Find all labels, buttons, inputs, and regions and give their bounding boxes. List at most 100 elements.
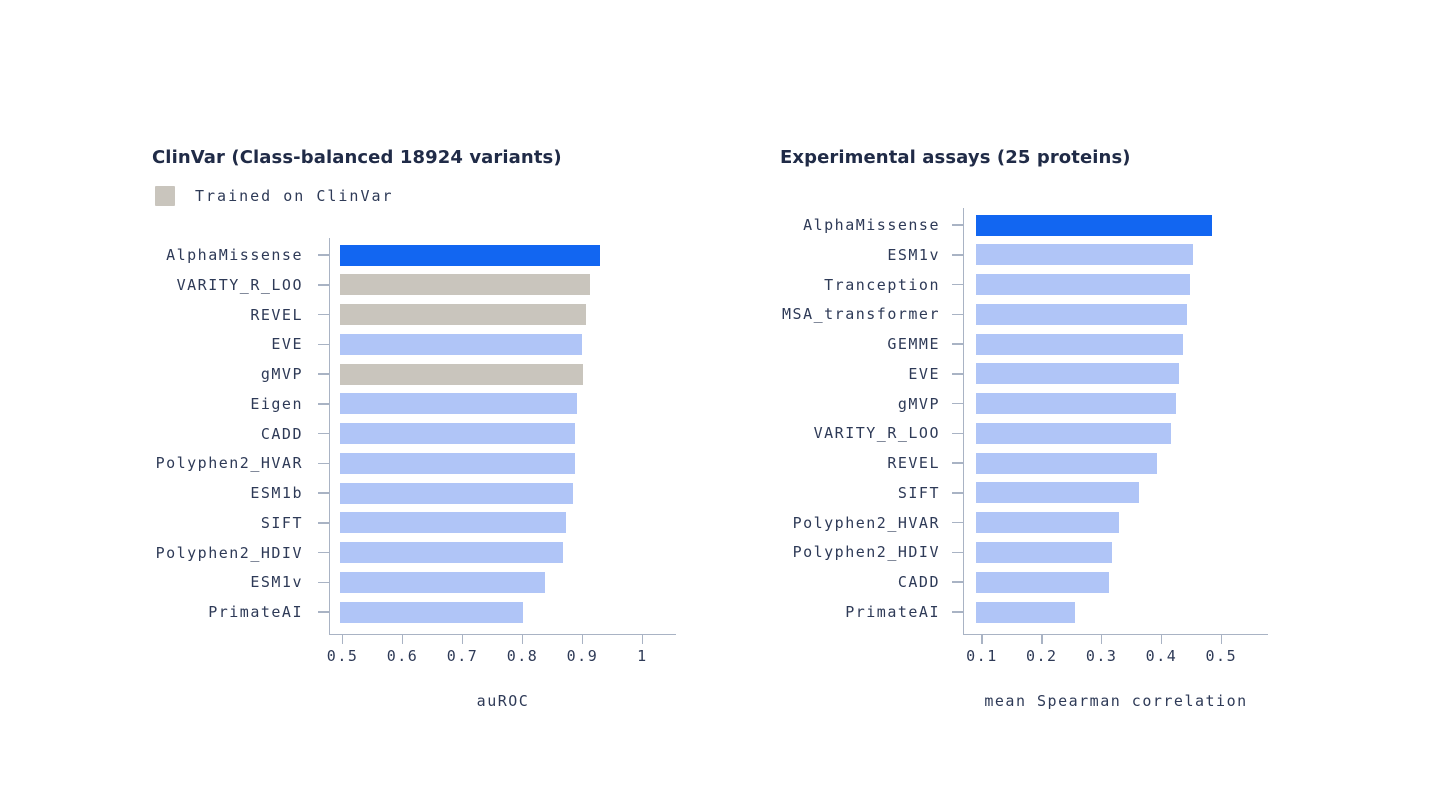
x-tick-label: 0.3: [1085, 647, 1118, 665]
x-tick: [1100, 635, 1103, 644]
y-category-label: REVEL: [250, 305, 303, 324]
y-tick: [952, 462, 963, 464]
y-category-label: CADD: [260, 424, 303, 443]
y-category-label: VARITY_R_LOO: [176, 275, 303, 294]
y-tick: [318, 581, 329, 583]
bar-Polyphen2_HDIV: [339, 542, 563, 563]
y-category-label: EVE: [271, 335, 303, 354]
bar-Eigen: [339, 393, 578, 415]
x-tick-label: 0.5: [1205, 647, 1238, 665]
x-tick: [341, 635, 344, 644]
x-tick: [461, 635, 464, 644]
bar-ESM1v: [976, 244, 1193, 266]
bar-AlphaMissense: [976, 214, 1213, 236]
bar-SIFT: [339, 512, 567, 534]
x-tick-label: 0.6: [386, 647, 419, 665]
y-tick: [318, 611, 329, 613]
bar-Polyphen2_HVAR: [339, 452, 575, 474]
y-category-label: AlphaMissense: [803, 216, 940, 234]
bar-Tranception: [976, 274, 1190, 296]
y-category-label: SIFT: [260, 513, 303, 532]
y-tick: [952, 224, 963, 226]
x-tick-label: 0.9: [566, 647, 599, 665]
y-category-label: ESM1v: [250, 573, 303, 592]
bar-AlphaMissense: [339, 244, 600, 266]
y-tick: [318, 284, 329, 286]
x-tick: [581, 635, 584, 644]
y-tick: [952, 313, 963, 316]
y-tick: [952, 343, 963, 345]
y-category-label: gMVP: [897, 394, 940, 413]
x-tick: [521, 635, 524, 644]
y-category-label: Tranception: [824, 275, 940, 294]
y-category-label: MSA_transformer: [782, 305, 940, 324]
x-axis-title-auroc: auROC: [476, 692, 530, 710]
bar-CADD: [339, 423, 576, 444]
y-category-label: Eigen: [250, 394, 303, 413]
y-category-label: SIFT: [897, 483, 940, 502]
x-tick: [1160, 635, 1163, 644]
bar-GEMME: [976, 333, 1184, 355]
x-tick-label: 0.1: [966, 647, 998, 665]
x-tick: [401, 635, 404, 644]
x-tick: [1220, 635, 1223, 644]
y-tick: [318, 432, 329, 435]
bar-MSA_transformer: [976, 303, 1187, 325]
y-category-label: VARITY_R_LOO: [813, 424, 940, 443]
legend: Trained on ClinVar: [155, 186, 394, 206]
x-tick: [981, 635, 983, 644]
y-tick: [318, 462, 329, 464]
y-tick: [318, 373, 329, 375]
y-axis-spine: [962, 208, 964, 635]
y-category-label: PrimateAI: [208, 603, 303, 621]
y-tick: [952, 611, 963, 613]
y-tick: [318, 551, 329, 554]
x-tick-label: 0.4: [1145, 647, 1178, 665]
y-category-label: PrimateAI: [845, 603, 940, 621]
bar-gMVP: [976, 393, 1177, 415]
x-axis-title-spearman: mean Spearman correlation: [984, 692, 1248, 710]
y-tick: [952, 581, 963, 583]
y-tick: [318, 313, 329, 316]
bar-SIFT: [976, 482, 1139, 504]
x-tick-label: 0.8: [506, 647, 539, 665]
y-category-label: GEMME: [887, 335, 940, 354]
y-tick: [318, 254, 329, 256]
bar-ESM1b: [339, 482, 574, 504]
bar-PrimateAI: [976, 601, 1075, 623]
chart-title-assays: Experimental assays (25 proteins): [780, 146, 1131, 168]
y-tick: [952, 373, 963, 375]
y-tick: [952, 432, 963, 435]
x-tick-label: 0.5: [326, 647, 359, 665]
bar-EVE: [976, 363, 1180, 385]
x-axis-line: [962, 633, 1268, 635]
bar-EVE: [339, 333, 582, 355]
y-tick: [952, 402, 963, 405]
y-tick: [952, 551, 963, 554]
bar-ESM1v: [339, 571, 546, 593]
y-tick: [318, 403, 329, 405]
bar-REVEL: [976, 452, 1157, 474]
bar-gMVP: [339, 363, 584, 385]
x-axis-line: [328, 633, 676, 635]
y-category-label: REVEL: [887, 454, 940, 473]
y-category-label: Polyphen2_HDIV: [792, 543, 940, 562]
x-tick: [1041, 635, 1043, 644]
bar-VARITY_R_LOO: [976, 422, 1172, 444]
y-tick: [318, 522, 329, 524]
x-tick-label: 0.2: [1025, 647, 1058, 665]
y-axis-spine: [328, 238, 330, 635]
y-category-label: AlphaMissense: [166, 246, 303, 264]
bar-Polyphen2_HVAR: [976, 512, 1119, 534]
y-category-label: CADD: [897, 573, 940, 592]
y-category-label: Polyphen2_HVAR: [792, 513, 940, 532]
y-tick: [952, 283, 963, 286]
x-tick-label: 1: [637, 647, 648, 665]
y-category-label: ESM1v: [887, 245, 940, 264]
y-category-label: Polyphen2_HVAR: [155, 454, 303, 473]
bar-CADD: [976, 571, 1109, 593]
bar-VARITY_R_LOO: [339, 274, 590, 296]
clinvar-plot-area: AlphaMissense VARITY_R_LOO REVEL EVE gMVP Eig…: [156, 238, 676, 664]
bar-PrimateAI: [339, 601, 524, 623]
chart-title-clinvar: ClinVar (Class-balanced 18924 variants): [152, 146, 562, 168]
